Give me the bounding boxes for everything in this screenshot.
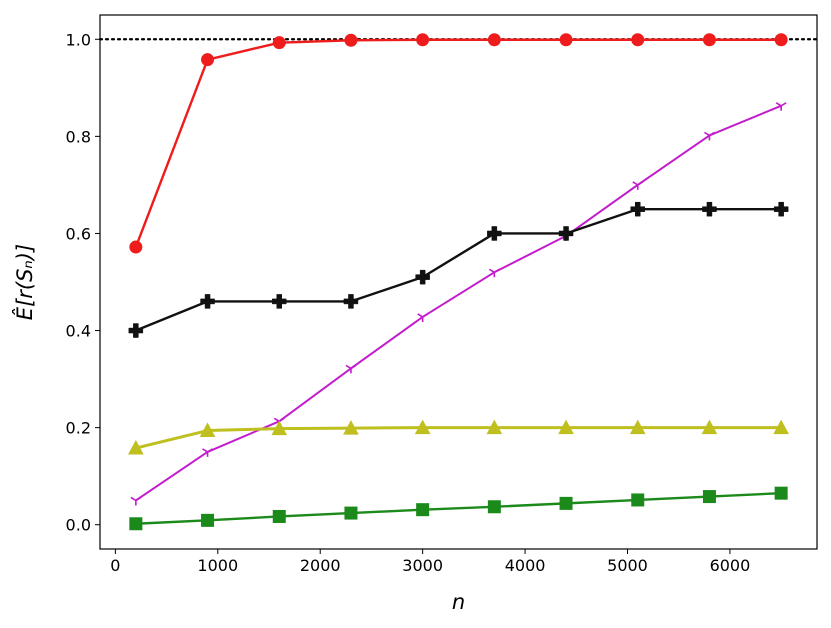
x-tick-label: 5000 xyxy=(607,556,648,575)
data-point xyxy=(701,419,718,435)
data-point xyxy=(129,240,143,254)
data-point xyxy=(200,294,215,309)
data-point xyxy=(486,419,503,435)
data-point xyxy=(775,102,787,111)
series-2 xyxy=(130,102,787,506)
x-tick-label: 4000 xyxy=(505,556,546,575)
series-line xyxy=(135,491,782,525)
data-point xyxy=(558,226,574,241)
series-4 xyxy=(128,419,789,455)
data-point xyxy=(488,268,500,278)
x-tick-label: 2000 xyxy=(300,556,341,575)
x-axis-label: n xyxy=(452,590,465,614)
axis-ticks: 0 1000 2000 3000 4000 5000 6000 0.0 0.2 0.4 0.6 0.8… xyxy=(66,30,751,575)
data-point xyxy=(559,33,573,47)
x-tick-label: 6000 xyxy=(710,556,751,575)
data-point xyxy=(343,420,359,435)
data-point xyxy=(343,294,359,309)
plot-area xyxy=(98,33,819,531)
data-point xyxy=(345,364,357,374)
data-point xyxy=(199,422,216,438)
data-point xyxy=(704,131,715,141)
data-point xyxy=(129,517,143,531)
y-axis-label: Ê[r(Sₙ)] xyxy=(12,244,37,320)
data-point xyxy=(201,513,215,527)
series-line xyxy=(135,207,782,332)
data-point xyxy=(130,496,142,506)
data-point xyxy=(487,226,502,241)
data-point xyxy=(631,493,645,507)
x-tick-label: 0 xyxy=(110,556,120,575)
y-tick-label: 1.0 xyxy=(66,30,91,49)
data-point xyxy=(487,500,501,514)
x-tick-label: 3000 xyxy=(402,556,443,575)
data-point xyxy=(272,509,286,523)
data-point xyxy=(128,323,144,338)
data-point xyxy=(629,419,646,435)
x-tick-label: 1000 xyxy=(197,556,238,575)
y-tick-label: 0.8 xyxy=(66,127,91,146)
data-point xyxy=(558,419,574,435)
y-tick-label: 0.0 xyxy=(66,516,91,535)
y-tick-label: 0.6 xyxy=(66,224,91,243)
y-tick-label: 0.2 xyxy=(66,419,91,438)
data-point xyxy=(344,33,358,47)
series-line xyxy=(135,104,782,502)
data-point xyxy=(702,490,716,504)
series-1 xyxy=(129,33,788,254)
data-point xyxy=(773,419,789,435)
data-point xyxy=(630,201,645,217)
data-point xyxy=(632,181,644,190)
data-point xyxy=(774,486,788,500)
data-point xyxy=(128,439,144,455)
data-point xyxy=(416,503,430,517)
data-point xyxy=(559,496,573,510)
series-line xyxy=(134,38,782,248)
data-point xyxy=(272,294,287,309)
data-point xyxy=(702,33,716,47)
y-tick-label: 0.4 xyxy=(66,322,91,341)
data-point xyxy=(702,201,717,217)
data-point xyxy=(202,448,213,457)
data-point xyxy=(774,33,788,47)
data-point xyxy=(415,269,430,285)
axes-frame xyxy=(99,14,818,550)
data-point xyxy=(416,33,430,47)
data-point xyxy=(271,420,288,436)
data-point xyxy=(631,33,645,47)
data-point xyxy=(201,53,215,67)
data-point xyxy=(773,201,789,217)
series-3 xyxy=(128,201,789,338)
series-line xyxy=(135,426,782,450)
data-point xyxy=(272,36,286,50)
data-point xyxy=(487,33,501,47)
data-point xyxy=(414,419,431,435)
series-5 xyxy=(129,486,788,531)
data-point xyxy=(417,313,429,322)
data-point xyxy=(344,506,358,520)
